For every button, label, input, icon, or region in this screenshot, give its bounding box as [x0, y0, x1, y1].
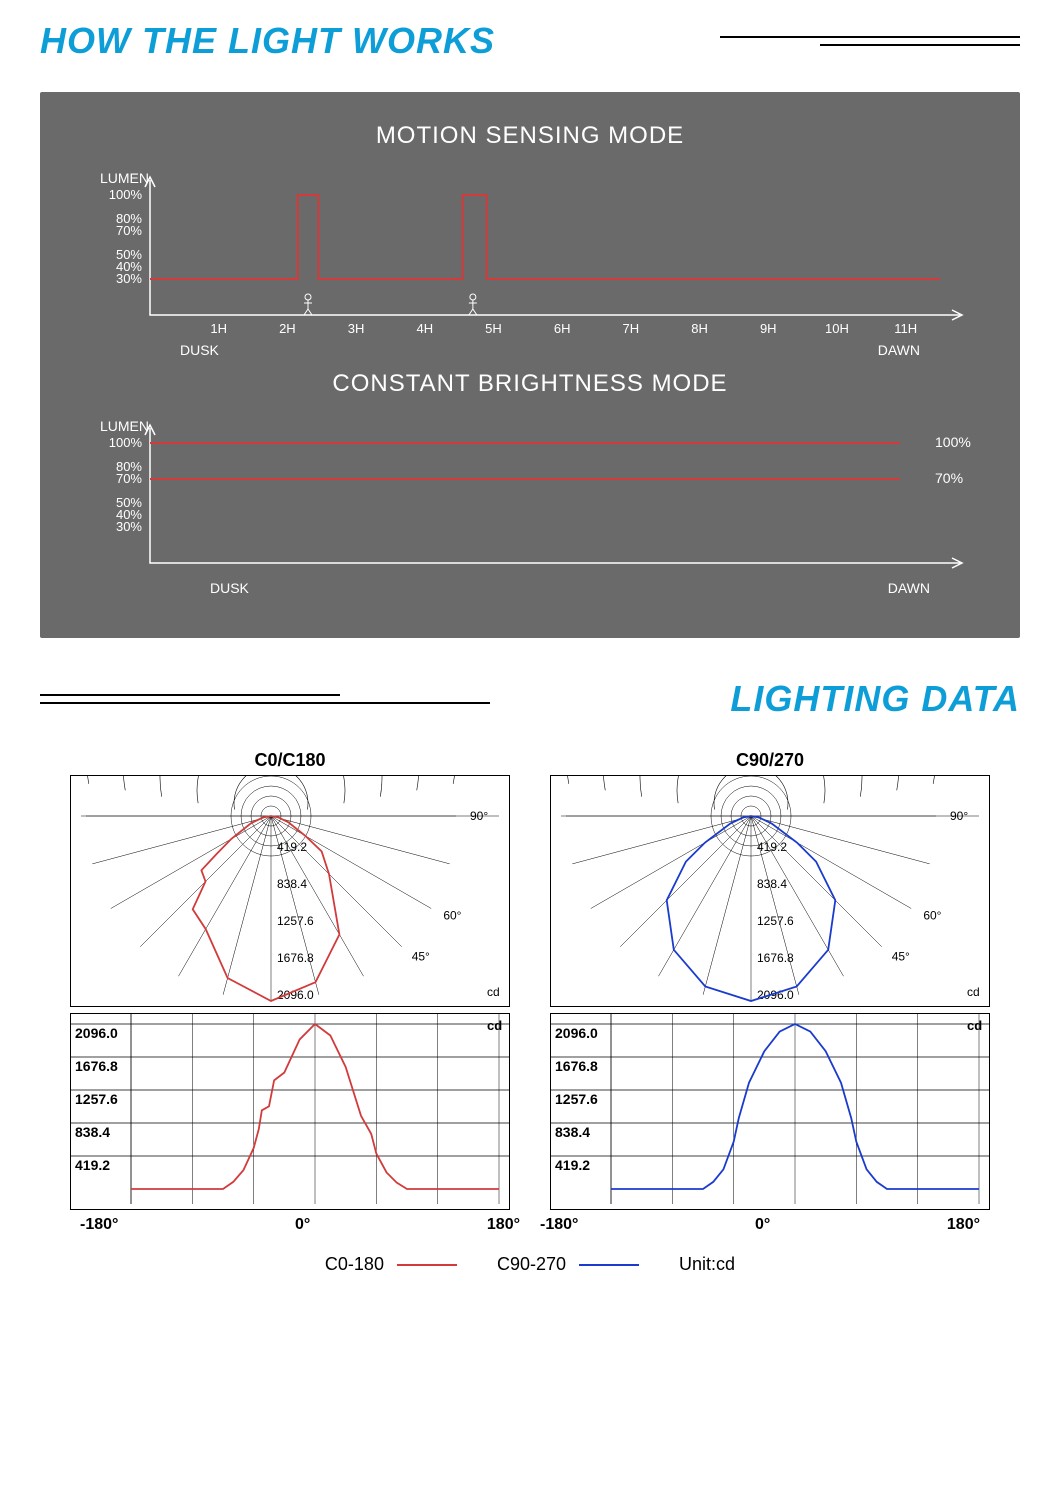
svg-text:60°: 60°: [923, 909, 941, 923]
svg-text:100%: 100%: [109, 187, 143, 202]
polar-left-column: C0/C180 419.2 838.4 1257.6 1676.8 2096.0 45° 6…: [70, 750, 510, 1210]
svg-text:DUSK: DUSK: [180, 342, 220, 355]
svg-text:3H: 3H: [348, 321, 365, 336]
svg-text:DAWN: DAWN: [888, 580, 930, 596]
legend-unit: Unit:cd: [679, 1254, 735, 1275]
chart2-title: CONSTANT BRIGHTNESS MODE: [70, 370, 990, 398]
svg-text:cd: cd: [487, 1018, 502, 1033]
svg-text:838.4: 838.4: [75, 1124, 110, 1140]
svg-text:11H: 11H: [894, 321, 917, 336]
cart-xtick: -180°: [80, 1216, 118, 1234]
legend-item-2: C90-270: [497, 1254, 639, 1275]
polar-right-column: C90/270 419.2 838.4 1257.6 1676.8 2096.0 45° 6…: [550, 750, 990, 1210]
svg-text:30%: 30%: [116, 271, 142, 286]
chart1-title: MOTION SENSING MODE: [70, 122, 990, 150]
cartesian-right-plot: 2096.0 1676.8 1257.6 838.4 419.2 cd: [550, 1013, 990, 1210]
svg-text:1676.8: 1676.8: [75, 1058, 118, 1074]
svg-text:7H: 7H: [623, 321, 640, 336]
svg-text:8H: 8H: [691, 321, 708, 336]
motion-sensing-chart: LUMEN100%80%70%50%40%30%1H2H3H4H5H6H7H8H…: [70, 165, 990, 355]
svg-text:1H: 1H: [210, 321, 227, 336]
svg-text:60°: 60°: [443, 909, 461, 923]
svg-text:LUMEN: LUMEN: [100, 418, 149, 434]
legend-item-2-label: C90-270: [497, 1254, 566, 1274]
svg-text:1676.8: 1676.8: [277, 951, 314, 965]
svg-text:2096.0: 2096.0: [75, 1025, 118, 1041]
svg-text:LUMEN: LUMEN: [100, 170, 149, 186]
legend: C0-180 C90-270 Unit:cd: [40, 1254, 1020, 1275]
cart-xtick: 180°: [487, 1216, 520, 1234]
svg-text:10H: 10H: [825, 321, 849, 336]
svg-text:1257.6: 1257.6: [277, 914, 314, 928]
svg-text:2096.0: 2096.0: [555, 1025, 598, 1041]
svg-text:838.4: 838.4: [757, 877, 787, 891]
svg-text:DUSK: DUSK: [210, 580, 250, 596]
svg-text:70%: 70%: [116, 223, 142, 238]
svg-text:419.2: 419.2: [75, 1157, 110, 1173]
svg-text:45°: 45°: [892, 950, 910, 964]
legend-item-1: C0-180: [325, 1254, 457, 1275]
decorative-lines-2: [40, 694, 710, 704]
legend-line-1: [397, 1264, 457, 1266]
svg-text:90°: 90°: [950, 809, 968, 823]
legend-line-2: [579, 1264, 639, 1266]
cart-xtick: -180°: [540, 1216, 578, 1234]
svg-text:1257.6: 1257.6: [757, 914, 794, 928]
svg-text:cd: cd: [487, 985, 500, 999]
svg-text:6H: 6H: [554, 321, 571, 336]
polar-left-title: C0/C180: [70, 750, 510, 771]
svg-text:4H: 4H: [416, 321, 433, 336]
cart-xtick: 180°: [947, 1216, 980, 1234]
svg-text:100%: 100%: [109, 435, 143, 450]
svg-text:838.4: 838.4: [277, 877, 307, 891]
svg-text:2096.0: 2096.0: [757, 988, 794, 1002]
svg-text:cd: cd: [967, 985, 980, 999]
cart-xtick: 0°: [755, 1216, 770, 1234]
polar-right-title: C90/270: [550, 750, 990, 771]
svg-text:70%: 70%: [116, 471, 142, 486]
svg-text:2H: 2H: [279, 321, 296, 336]
legend-item-1-label: C0-180: [325, 1254, 384, 1274]
svg-text:1676.8: 1676.8: [555, 1058, 598, 1074]
cartesian-x-axis-row: -180° 0° 180° -180° 0° 180°: [70, 1216, 990, 1234]
svg-text:100%: 100%: [935, 434, 971, 450]
polar-left-plot: 419.2838.41257.61676.82096.045°60°90°cd: [70, 775, 510, 1007]
svg-text:90°: 90°: [470, 809, 488, 823]
svg-text:419.2: 419.2: [757, 840, 787, 854]
svg-text:838.4: 838.4: [555, 1124, 590, 1140]
polar-plots-row: C0/C180 419.2 838.4 1257.6 1676.8 2096.0 45° 6…: [40, 750, 1020, 1210]
svg-text:cd: cd: [967, 1018, 982, 1033]
svg-text:419.2: 419.2: [555, 1157, 590, 1173]
svg-text:1257.6: 1257.6: [75, 1091, 118, 1107]
decorative-lines: [515, 36, 1020, 46]
cartesian-left-plot: 2096.0 1676.8 1257.6 838.4 419.2 cd: [70, 1013, 510, 1210]
svg-text:9H: 9H: [760, 321, 777, 336]
constant-brightness-chart: LUMEN100%80%70%50%40%30%DUSKDAWN100%70%: [70, 413, 990, 603]
svg-text:45°: 45°: [412, 950, 430, 964]
svg-text:1257.6: 1257.6: [555, 1091, 598, 1107]
svg-text:1676.8: 1676.8: [757, 951, 794, 965]
cart-xtick: 0°: [295, 1216, 310, 1234]
section1-title: HOW THE LIGHT WORKS: [40, 20, 495, 62]
svg-text:70%: 70%: [935, 470, 963, 486]
section2-title: LIGHTING DATA: [730, 678, 1020, 720]
how-works-panel: MOTION SENSING MODE LUMEN100%80%70%50%40…: [40, 92, 1020, 638]
svg-text:419.2: 419.2: [277, 840, 307, 854]
section1-header: HOW THE LIGHT WORKS: [40, 20, 1020, 62]
polar-right-plot: 419.2 838.4 1257.6 1676.8 2096.0 45° 60° 90° cd: [550, 775, 990, 1007]
svg-text:DAWN: DAWN: [878, 342, 920, 355]
svg-text:30%: 30%: [116, 519, 142, 534]
svg-text:5H: 5H: [485, 321, 502, 336]
section2-header: LIGHTING DATA: [40, 678, 1020, 720]
